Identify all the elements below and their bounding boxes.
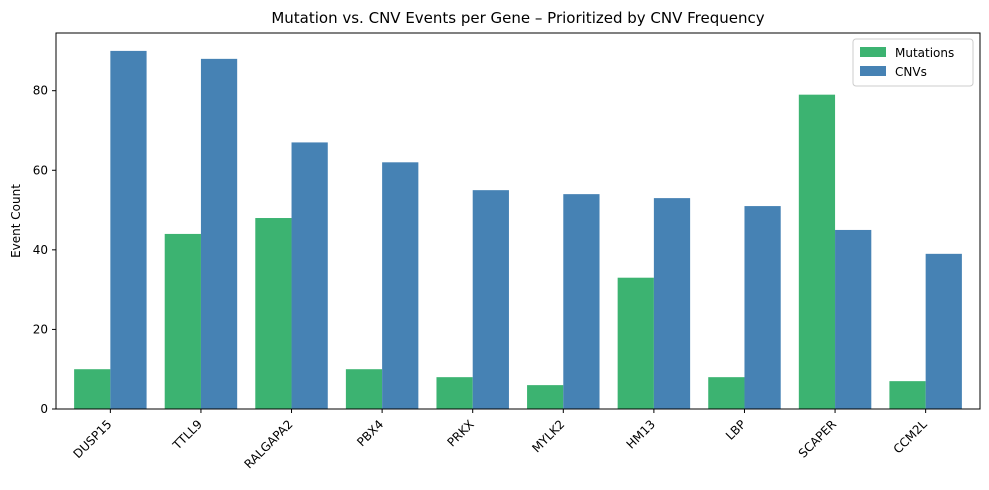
y-tick-label: 60 — [33, 163, 48, 177]
bar-mutations-lbp — [708, 377, 745, 409]
legend: Mutations CNVs — [852, 38, 974, 87]
bar-mutations-dusp15 — [74, 369, 111, 409]
bar-mutations-ralgapa2 — [255, 218, 292, 409]
bar-cnvs-hm13 — [653, 198, 691, 409]
bar-mutations-prkx — [436, 377, 473, 409]
x-tick-label: TTLL9 — [169, 417, 205, 453]
bar-cnvs-scaper — [835, 229, 872, 409]
bar-mutations-ttll9 — [164, 233, 201, 409]
legend-swatch-cnvs — [860, 66, 886, 76]
y-tick-label: 20 — [33, 322, 48, 336]
bar-cnvs-lbp — [744, 206, 781, 409]
bar-mutations-mylk2 — [527, 385, 564, 409]
bar-cnvs-ttll9 — [200, 58, 238, 410]
bar-cnvs-prkx — [472, 190, 509, 409]
x-tick-label: PRKX — [445, 417, 477, 449]
y-tick-label: 80 — [33, 84, 48, 98]
y-tick-label: 40 — [33, 243, 48, 257]
bar-cnvs-pbx4 — [382, 162, 419, 409]
x-tick-label: SCAPER — [796, 417, 839, 460]
x-tick-label: CCM2L — [891, 417, 930, 456]
plot-frame — [55, 32, 981, 410]
bar-mutations-ccm2l — [889, 381, 926, 409]
x-tick-label: PBX4 — [354, 417, 386, 449]
bar-cnvs-mylk2 — [563, 194, 600, 409]
legend-label-cnvs: CNVs — [895, 65, 927, 79]
y-axis: 0 20 40 60 80 — [33, 84, 56, 416]
x-tick-label: RALGAPA2 — [242, 417, 296, 471]
legend-swatch-mutations — [860, 47, 886, 57]
x-axis: DUSP15 TTLL9 RALGAPA2 PBX4 PRKX MYLK2 HM13 LBP S… — [71, 409, 930, 471]
x-tick-label: MYLK2 — [529, 417, 567, 455]
chart-title: Mutation vs. CNV Events per Gene – Prior… — [271, 9, 764, 27]
y-tick-label: 0 — [40, 402, 48, 416]
x-tick-label: LBP — [723, 417, 749, 443]
bar-cnvs-ralgapa2 — [291, 142, 328, 410]
legend-label-mutations: Mutations — [895, 46, 954, 60]
y-axis-label: Event Count — [9, 184, 23, 258]
bar-mutations-pbx4 — [345, 369, 383, 409]
bar-cnvs-ccm2l — [925, 253, 962, 409]
bar-mutations-scaper — [798, 94, 836, 410]
x-tick-label: HM13 — [624, 417, 658, 451]
bar-mutations-hm13 — [617, 277, 654, 409]
x-tick-label: DUSP15 — [71, 417, 115, 461]
bars-group — [74, 50, 962, 410]
bar-cnvs-dusp15 — [110, 50, 147, 410]
